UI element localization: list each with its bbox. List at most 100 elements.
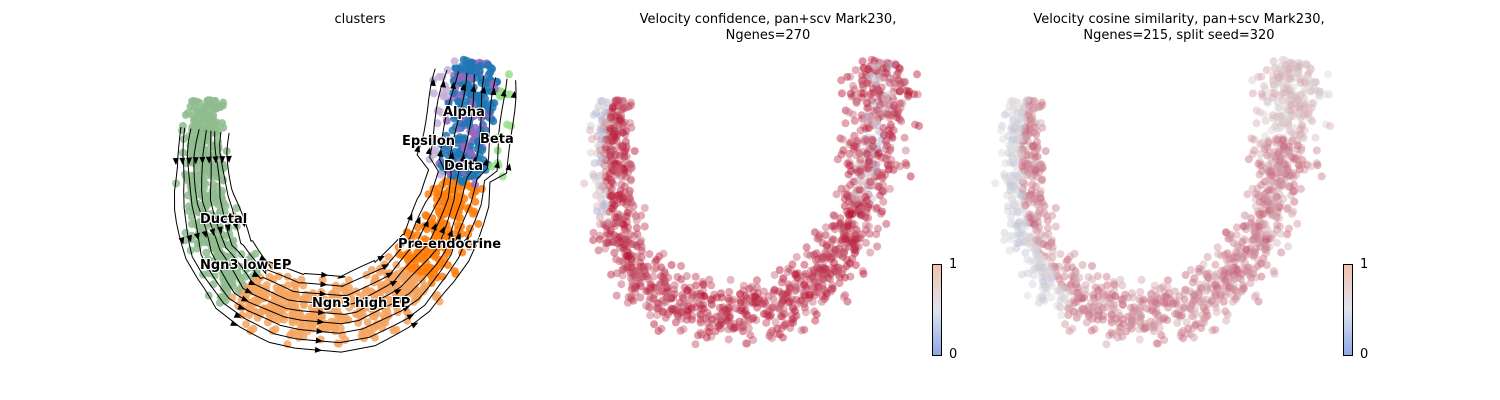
cell-point	[1233, 250, 1242, 259]
cell-point	[1141, 323, 1150, 332]
cell-point	[424, 190, 433, 199]
cell-point	[863, 161, 872, 170]
colorbar-tick-min: 0	[949, 347, 958, 362]
cell-point	[607, 107, 616, 116]
cell-point	[661, 297, 670, 306]
cell-point	[845, 161, 854, 170]
cell-point	[1093, 315, 1102, 324]
cell-point	[1283, 160, 1292, 169]
cell-point	[1275, 77, 1284, 86]
cluster-label-alpha: Alpha	[443, 105, 485, 120]
cell-point	[1255, 197, 1264, 206]
cell-point	[817, 285, 826, 294]
cell-point	[779, 274, 788, 282]
cell-point	[688, 315, 696, 324]
cell-point	[1283, 116, 1292, 125]
cell-point	[645, 296, 654, 305]
cell-point	[1204, 274, 1213, 283]
cell-point	[862, 70, 870, 79]
cell-point	[693, 289, 702, 298]
cell-point	[713, 318, 722, 326]
cell-point	[889, 104, 898, 113]
cell-point	[1028, 105, 1037, 114]
cell-point	[1068, 324, 1077, 333]
cell-point	[1184, 324, 1193, 333]
cell-point	[1148, 323, 1157, 332]
cell-point	[619, 128, 628, 137]
cell-point	[833, 247, 842, 256]
cell-point	[1187, 301, 1196, 310]
cell-point	[1270, 64, 1279, 72]
cell-point	[1216, 293, 1225, 302]
cell-point	[855, 185, 864, 194]
cell-point	[768, 326, 777, 335]
cell-point	[883, 109, 892, 118]
cell-point	[630, 147, 639, 156]
cell-point	[616, 151, 625, 160]
cell-point	[1031, 118, 1040, 127]
cell-point	[680, 283, 689, 292]
cell-point	[1133, 312, 1142, 321]
cell-point	[1261, 220, 1270, 229]
cell-point	[1255, 219, 1263, 228]
cell-point	[1296, 75, 1305, 84]
cell-point	[859, 64, 868, 72]
cell-point	[1286, 171, 1294, 180]
cell-point	[849, 240, 858, 249]
cell-point	[722, 316, 731, 325]
cell-point	[507, 122, 515, 130]
cell-point	[622, 263, 631, 272]
cell-point	[1248, 184, 1257, 193]
cell-point	[601, 185, 609, 194]
velocity-arrowhead	[385, 272, 394, 279]
cell-point	[1027, 238, 1036, 246]
cell-point	[1012, 176, 1021, 185]
cell-point	[1048, 253, 1057, 262]
cell-point	[595, 171, 604, 180]
cell-point	[1265, 242, 1274, 251]
cell-point	[1006, 171, 1015, 180]
cell-point	[1294, 69, 1302, 78]
cell-point	[1026, 217, 1035, 226]
cell-point	[619, 96, 628, 105]
cell-point	[1012, 199, 1021, 208]
cell-point	[1262, 235, 1270, 244]
cell-point	[831, 245, 840, 254]
cell-point	[878, 207, 887, 216]
cell-point	[1040, 202, 1049, 210]
cell-point	[876, 90, 885, 99]
cell-point	[1285, 183, 1294, 191]
cell-point	[1026, 116, 1035, 125]
cell-point	[1027, 216, 1036, 225]
cell-point	[1081, 290, 1090, 299]
cell-point	[621, 249, 630, 258]
cell-point	[1282, 170, 1291, 179]
cell-point	[1034, 208, 1043, 217]
cell-point	[1031, 165, 1040, 174]
cell-point	[800, 281, 809, 290]
cell-point	[608, 205, 617, 214]
cell-point	[1064, 311, 1073, 320]
cell-point	[695, 298, 704, 307]
cell-point	[1190, 274, 1199, 282]
cell-point	[1069, 296, 1078, 305]
cell-point	[1036, 193, 1045, 202]
cell-point	[801, 308, 810, 317]
cell-point	[862, 97, 871, 106]
cell-point	[1020, 180, 1029, 188]
cell-point	[1197, 265, 1206, 274]
cell-point	[1287, 90, 1296, 99]
cell-point	[815, 230, 824, 239]
cell-point	[1010, 124, 1018, 133]
cell-point	[1114, 326, 1123, 335]
cell-point	[1008, 195, 1017, 204]
cell-point	[1100, 291, 1109, 300]
cell-point	[603, 228, 611, 237]
cell-point	[829, 265, 838, 274]
cell-point	[750, 292, 759, 301]
cell-point	[619, 148, 628, 157]
cell-point	[1034, 298, 1043, 307]
cell-point	[649, 272, 658, 281]
cell-point	[873, 116, 882, 125]
cell-point	[809, 268, 818, 277]
